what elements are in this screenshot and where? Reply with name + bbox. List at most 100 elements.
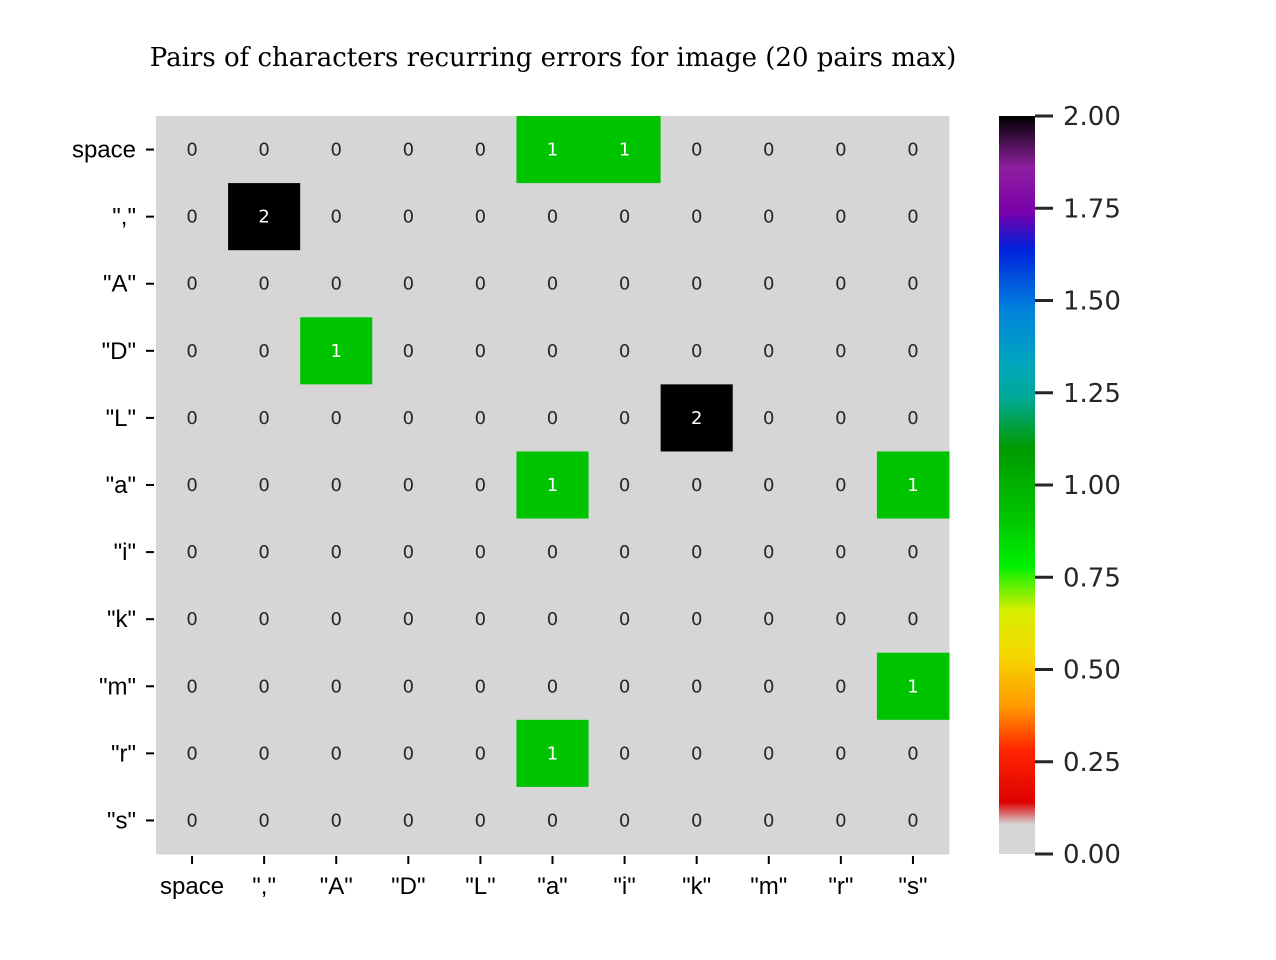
- heatmap-cell: [372, 652, 445, 721]
- heatmap-cell: [516, 384, 590, 452]
- heatmap-cell: [588, 585, 662, 654]
- heatmap-cell: [516, 719, 590, 788]
- cell-value-label: 0: [331, 743, 342, 764]
- cell-value-label: 0: [619, 743, 630, 764]
- cell-value-label: 0: [331, 274, 342, 295]
- heatmap-cell: [660, 786, 734, 855]
- heatmap-cell: [660, 317, 734, 385]
- heatmap-cell: [804, 451, 878, 520]
- cell-value-label: 0: [691, 207, 702, 228]
- cell-value-label: 0: [475, 341, 486, 362]
- cell-value-label: 0: [258, 810, 269, 831]
- heatmap-cell: [732, 116, 806, 184]
- cell-value-label: 0: [258, 274, 269, 295]
- cell-value-label: 0: [763, 207, 774, 228]
- heatmap-cell: [876, 116, 950, 184]
- heatmap-cell: [516, 786, 590, 855]
- heatmap-cell: [876, 719, 950, 788]
- colorbar-ticks: 0.00 0.25 0.50 0.75 1.00 1.25 1.50 1.75 2.00: [1035, 102, 1121, 870]
- cell-value-label: 0: [475, 676, 486, 697]
- heatmap-cell: [228, 652, 301, 721]
- cell-value-label: 0: [619, 274, 630, 295]
- heatmap-cell: [588, 384, 662, 452]
- heatmap-cell: [804, 719, 878, 788]
- heatmap-cell: [372, 183, 445, 251]
- cell-value-label: 0: [547, 341, 558, 362]
- cell-value-label: 0: [691, 274, 702, 295]
- cell-value-label: 0: [547, 408, 558, 429]
- heatmap-cell: [156, 719, 229, 788]
- heatmap-cell: [588, 518, 662, 587]
- cell-value-label: 0: [258, 542, 269, 563]
- colorbar-tick-label: 1.00: [1063, 471, 1121, 501]
- y-tick-label: "A": [103, 271, 136, 298]
- heatmap-cell: [300, 116, 373, 184]
- heatmap-cell: [588, 317, 662, 385]
- cell-value-label: 0: [907, 743, 918, 764]
- heatmap-cell: [156, 585, 229, 654]
- heatmap-cell: [516, 518, 590, 587]
- cell-value-label: 0: [186, 274, 197, 295]
- cell-value-label: 0: [835, 475, 846, 496]
- heatmap-cell: [444, 317, 517, 385]
- heatmap-cell: [372, 451, 445, 520]
- cell-value-label: 0: [907, 274, 918, 295]
- cell-value-label: 0: [258, 408, 269, 429]
- cell-value-label: 0: [619, 408, 630, 429]
- cell-value-label: 0: [835, 408, 846, 429]
- heatmap-cell: [516, 116, 590, 184]
- cell-value-label: 0: [403, 676, 414, 697]
- heatmap-cell: [444, 518, 517, 587]
- cell-value-label: 0: [835, 743, 846, 764]
- cell-value-label: 0: [186, 341, 197, 362]
- cell-value-label: 0: [475, 542, 486, 563]
- cell-value-label: 0: [619, 810, 630, 831]
- heatmap-cell: [444, 585, 517, 654]
- cell-value-label: 0: [403, 475, 414, 496]
- cell-value-label: 0: [403, 810, 414, 831]
- heatmap-cell: [876, 183, 950, 251]
- cell-value-label: 2: [691, 408, 702, 429]
- cell-value-label: 0: [258, 743, 269, 764]
- cell-value-label: 0: [475, 475, 486, 496]
- colorbar-gradient: [999, 116, 1035, 854]
- heatmap-cell: [300, 451, 373, 520]
- x-tick-label: "a": [537, 873, 567, 900]
- cell-value-label: 0: [403, 207, 414, 228]
- cell-value-label: 0: [403, 408, 414, 429]
- heatmap-cell: [228, 183, 301, 251]
- heatmap-cell: [804, 250, 878, 318]
- heatmap-cell: [156, 652, 229, 721]
- heatmap-cell: [228, 719, 301, 788]
- cell-value-label: 0: [331, 542, 342, 563]
- cell-value-label: 0: [258, 676, 269, 697]
- cell-value-label: 0: [691, 743, 702, 764]
- cell-value-label: 0: [403, 542, 414, 563]
- cell-value-label: 0: [907, 341, 918, 362]
- cell-value-label: 0: [258, 609, 269, 630]
- cell-value-label: 1: [907, 475, 918, 496]
- heatmap-cell: [732, 317, 806, 385]
- colorbar-tick-label: 1.50: [1063, 287, 1121, 317]
- cell-value-label: 0: [619, 475, 630, 496]
- y-tick-label: "r": [111, 740, 136, 767]
- cell-value-label: 0: [475, 743, 486, 764]
- heatmap-cells: 0 0 0 0 0 1 1 0 0 0 0 0 2 0 0 0 0 0 0 0 0 0 0 0 0 0 0 0 0 0 0 0 0 0 0 1 0 0 0 0…: [156, 116, 950, 855]
- cell-value-label: 0: [907, 609, 918, 630]
- heatmap-cell: [300, 250, 373, 318]
- cell-value-label: 0: [835, 609, 846, 630]
- cell-value-label: 1: [547, 140, 558, 161]
- cell-value-label: 0: [691, 475, 702, 496]
- cell-value-label: 0: [691, 676, 702, 697]
- cell-value-label: 0: [186, 475, 197, 496]
- x-tick-label: "i": [613, 873, 635, 900]
- heatmap-cell: [156, 317, 229, 385]
- heatmap-cell: [516, 451, 590, 520]
- cell-value-label: 0: [763, 408, 774, 429]
- cell-value-label: 0: [835, 542, 846, 563]
- heatmap-cell: [372, 786, 445, 855]
- cell-value-label: 0: [331, 609, 342, 630]
- cell-value-label: 0: [619, 207, 630, 228]
- cell-value-label: 0: [835, 207, 846, 228]
- heatmap-cell: [156, 116, 229, 184]
